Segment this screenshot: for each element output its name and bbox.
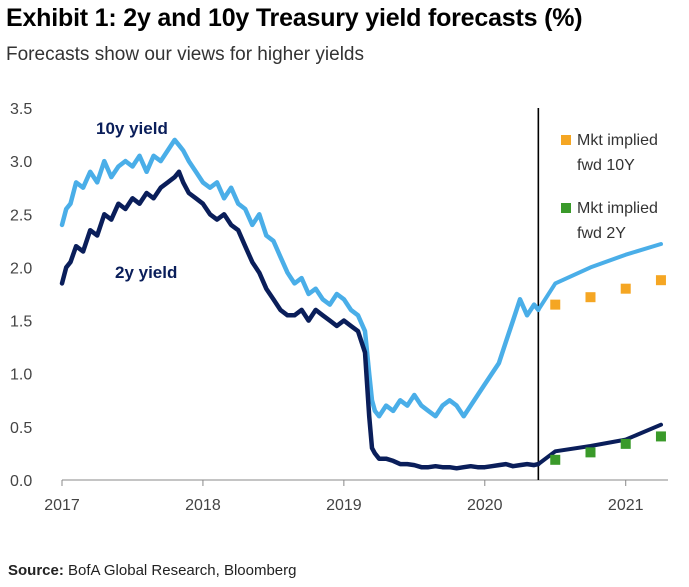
legend-label: Mkt implied [577, 132, 658, 149]
legend-label: Mkt implied [577, 200, 658, 217]
marker-mkt-implied-fwd-2y [655, 431, 666, 442]
source-text: BofA Global Research, Bloomberg [68, 562, 297, 579]
y-tick-label: 1.5 [10, 314, 32, 331]
legend-label: fwd 10Y [577, 157, 635, 174]
series-2y-forecast-line [536, 422, 663, 467]
y-tick-label: 0.5 [10, 420, 32, 437]
legend-swatch [561, 135, 571, 145]
series-10y-yield-line [59, 137, 541, 419]
marker-mkt-implied-fwd-2y [585, 447, 596, 458]
y-tick-label: 1.0 [10, 367, 32, 384]
marker-mkt-implied-fwd-10y [620, 283, 631, 294]
chart-title: Exhibit 1: 2y and 10y Treasury yield for… [6, 4, 583, 32]
y-tick-label: 2.5 [10, 207, 32, 224]
x-tick-label: 2021 [608, 497, 644, 514]
y-tick-label: 3.5 [10, 101, 32, 118]
y-tick-label: 0.0 [10, 473, 32, 490]
x-tick-label: 2017 [44, 497, 80, 514]
marker-mkt-implied-fwd-10y [655, 275, 666, 286]
label-2y-yield: 2y yield [115, 263, 177, 282]
marker-mkt-implied-fwd-10y [585, 292, 596, 303]
x-tick-label: 2019 [326, 497, 362, 514]
marker-mkt-implied-fwd-2y [550, 454, 561, 465]
yield-chart: 0.0 0.5 1.0 1.5 2.0 2.5 3.0 3.5 2017 2018 2019 2020… [10, 101, 668, 514]
y-tick-label: 3.0 [10, 154, 32, 171]
source-label: Source: [8, 562, 64, 579]
legend-swatch [561, 203, 571, 213]
y-tick-label: 2.0 [10, 260, 32, 277]
chart-subtitle: Forecasts show our views for higher yiel… [6, 44, 364, 65]
series-10y-forecast-line [536, 242, 663, 312]
label-10y-yield: 10y yield [96, 119, 168, 138]
x-tick-label: 2020 [467, 497, 503, 514]
marker-mkt-implied-fwd-2y [620, 438, 631, 449]
x-tick-label: 2018 [185, 497, 221, 514]
source-note: Source: BofA Global Research, Bloomberg [8, 562, 297, 579]
legend-label: fwd 2Y [577, 225, 626, 242]
marker-mkt-implied-fwd-10y [550, 299, 561, 310]
series-2y-yield-line [59, 169, 541, 471]
